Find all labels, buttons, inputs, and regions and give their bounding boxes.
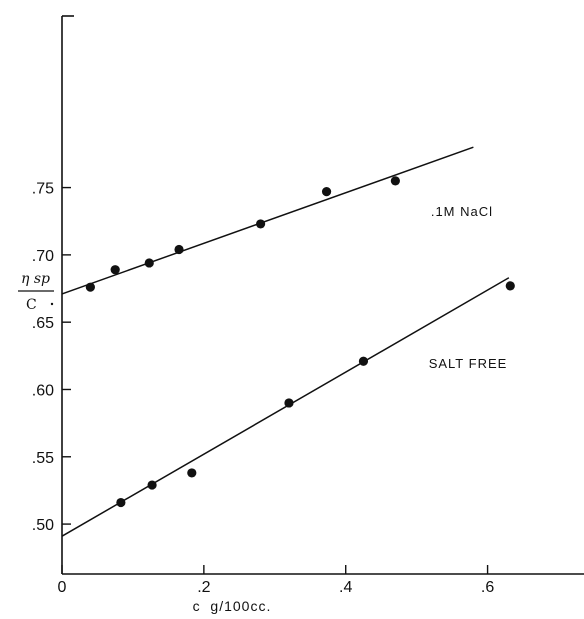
y-tick-label: .65 — [32, 315, 54, 332]
labels: c g/100cc. η sp C .1M NaCl SALT FREE — [18, 204, 508, 614]
y-axis-label-denominator: C — [26, 297, 37, 313]
data-point-nacl — [256, 219, 266, 229]
data-point-nacl — [390, 176, 400, 186]
y-axis-label-numerator: η sp — [21, 271, 50, 287]
data-point-nacl — [110, 265, 120, 275]
data-point-salt-free — [358, 356, 369, 366]
data-point-nacl — [174, 244, 184, 255]
data-point-nacl — [85, 282, 95, 292]
fit-line-nacl — [61, 146, 474, 295]
data-point-salt-free — [505, 281, 515, 291]
y-tick-label: .55 — [32, 450, 54, 467]
data-point-salt-free — [187, 468, 197, 478]
axes: .50 .55 .60 .65 .70 .75 0 .2 .4 .6 — [32, 15, 584, 596]
x-tick-label: .4 — [339, 579, 352, 596]
x-axis-label: c g/100cc. — [193, 598, 272, 614]
data-point-salt-free — [116, 497, 126, 508]
data-point-salt-free — [284, 398, 294, 408]
y-tick-label: .50 — [32, 517, 54, 534]
x-tick-label: 0 — [58, 579, 67, 596]
y-tick-label: .75 — [32, 181, 54, 198]
x-tick-label: .6 — [481, 579, 494, 596]
data-point-salt-free — [147, 480, 157, 490]
series-label-nacl: .1M NaCl — [431, 204, 493, 219]
fit-line-salt-free — [61, 277, 510, 537]
data-points — [85, 176, 515, 508]
y-tick-label: .60 — [32, 382, 54, 399]
y-tick-label: .70 — [32, 248, 54, 265]
data-point-nacl — [144, 258, 154, 268]
series-label-salt-free: SALT FREE — [429, 356, 508, 371]
x-tick-label: .2 — [197, 579, 210, 596]
y-axis-label-dot — [50, 302, 54, 306]
data-point-nacl — [321, 187, 332, 197]
fit-lines — [61, 146, 510, 537]
